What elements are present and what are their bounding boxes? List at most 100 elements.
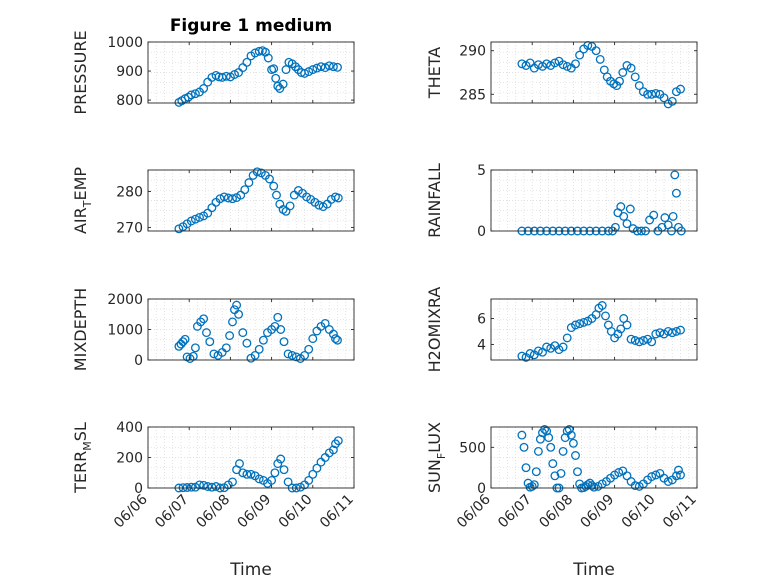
data-point [235, 459, 244, 469]
data-points [517, 301, 685, 362]
data-point [612, 81, 622, 91]
data-point [209, 349, 219, 359]
data-point [616, 202, 626, 212]
data-point [285, 201, 295, 211]
data-point [647, 472, 657, 482]
data-point [613, 329, 623, 339]
data-points [174, 167, 343, 234]
y-axis-label-main: RAINFALL [425, 163, 444, 238]
subplot-pressure: 800 900 1000 PRESSURE [71, 30, 355, 115]
data-point [550, 471, 560, 481]
y-axis-label: SUNFLUX [425, 422, 448, 493]
data-point [267, 475, 277, 485]
data-point [558, 60, 568, 70]
y-axis-label-main: H2OMIXRA [425, 287, 444, 373]
grid-lines [491, 427, 697, 488]
data-point [324, 61, 334, 71]
data-point [254, 474, 264, 484]
data-point [180, 334, 190, 344]
data-point [300, 350, 310, 360]
y-tick-label: 6 [477, 311, 486, 327]
y-axis-label-main: MIXDEPTH [71, 288, 90, 371]
data-point [333, 436, 343, 446]
data-point [246, 469, 256, 479]
data-point [575, 319, 585, 329]
data-point [671, 326, 681, 336]
data-point [328, 445, 338, 455]
x-axis-label-right: Time [572, 560, 615, 580]
data-point [333, 193, 343, 203]
data-point [304, 344, 314, 354]
y-axis-label-tail: EMP [71, 167, 90, 201]
y-axis-label: AIRTEMP [71, 167, 94, 234]
data-point [295, 482, 305, 492]
y-tick-label: 200 [116, 451, 143, 467]
data-point [308, 65, 318, 75]
data-point [668, 211, 678, 221]
data-point [676, 470, 685, 480]
data-point [178, 337, 188, 347]
data-point [308, 469, 318, 479]
data-point [625, 204, 635, 214]
data-point [300, 68, 310, 78]
data-point [271, 73, 281, 83]
data-point [254, 46, 264, 56]
data-point [186, 482, 196, 492]
data-point [558, 342, 568, 352]
y-axis-label-tail: LUX [425, 422, 444, 453]
data-point [616, 324, 626, 334]
axes-frame [490, 169, 698, 232]
y-tick-label: 1000 [107, 323, 143, 339]
data-point [333, 62, 342, 72]
data-point [312, 463, 322, 473]
subplot-theta: 285 290 THETA [425, 41, 698, 109]
axes-frame [490, 298, 698, 361]
data-point [517, 430, 527, 440]
data-point [544, 433, 554, 443]
data-point [667, 328, 677, 338]
data-point [291, 62, 300, 72]
y-axis-label-main: THETA [425, 47, 444, 99]
y-tick-label: 1000 [107, 35, 143, 51]
data-point [533, 60, 543, 70]
data-point [649, 210, 659, 220]
data-point [579, 317, 589, 327]
axes-frame [490, 426, 698, 489]
data-point [242, 57, 252, 67]
data-point [568, 438, 578, 448]
subplot-mixdepth: 0 1000 2000 MIXDEPTH [71, 288, 355, 371]
data-point [540, 424, 550, 434]
data-point [558, 446, 568, 456]
y-tick-label: 0 [477, 481, 486, 497]
grid-lines [148, 427, 354, 488]
data-point [211, 482, 221, 491]
data-point [328, 329, 338, 339]
x-axis-label-left: Time [229, 560, 272, 580]
y-axis-label: RAINFALL [425, 163, 444, 238]
data-point [634, 81, 644, 91]
data-point [232, 300, 242, 310]
y-tick-label: 285 [459, 87, 486, 103]
subplot-h2omixra: 4 6 H2OMIXRA [425, 287, 698, 373]
y-tick-label: 0 [134, 353, 143, 369]
data-point [614, 468, 624, 477]
data-point [308, 334, 318, 344]
data-point [630, 72, 640, 82]
y-tick-label: 800 [116, 93, 143, 109]
data-point [203, 208, 213, 218]
data-point [589, 482, 599, 492]
data-point [283, 477, 293, 487]
data-point [542, 342, 552, 352]
data-point [550, 58, 560, 68]
data-point [556, 468, 566, 478]
figure-title: Figure 1 medium [170, 16, 332, 36]
data-point [190, 89, 200, 99]
data-point [207, 482, 217, 492]
y-tick-label: 400 [116, 420, 143, 436]
y-tick-label: 290 [459, 44, 486, 60]
axes-frame [147, 169, 355, 232]
data-point [591, 46, 601, 56]
data-point [186, 90, 196, 100]
data-point [521, 463, 531, 473]
